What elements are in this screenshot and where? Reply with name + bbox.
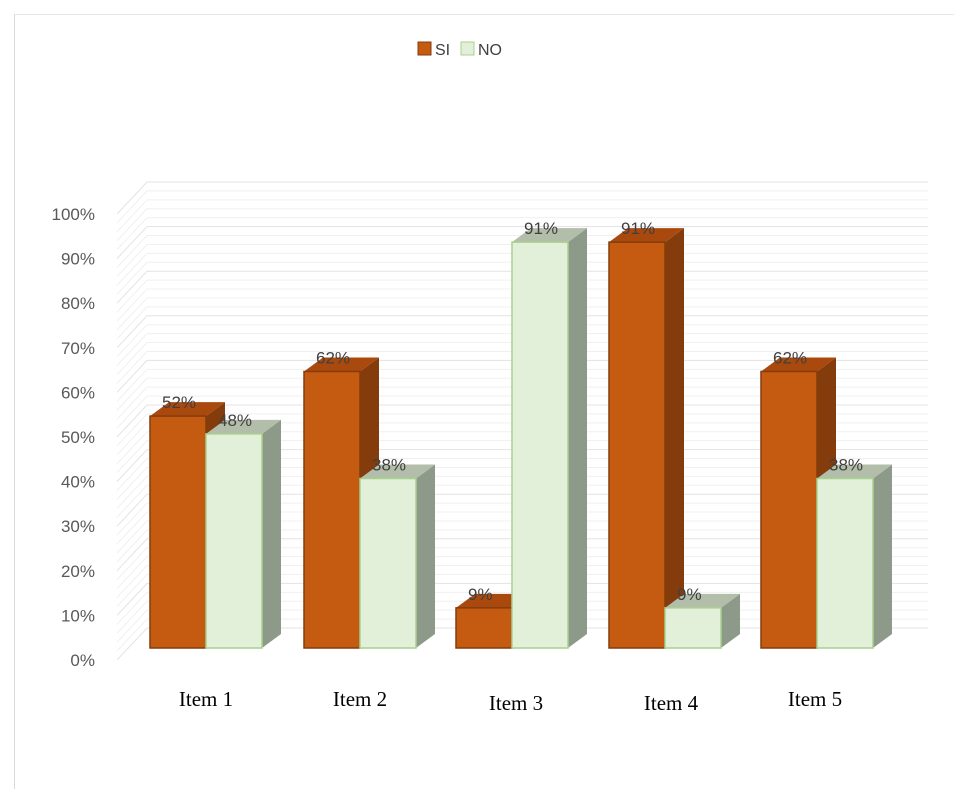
data-label: 38% — [829, 456, 863, 475]
bar-top — [609, 228, 684, 243]
y-axis: 0% 10% 20% 30% 40% 50% 60% 70% 80% 90% 100% — [52, 205, 95, 670]
legend-swatch-no — [460, 41, 475, 56]
data-label: 62% — [773, 348, 807, 367]
data-label: 38% — [372, 456, 406, 475]
data-label: 91% — [621, 219, 655, 238]
data-label: 48% — [218, 411, 252, 430]
gridline — [116, 217, 928, 251]
y-tick-label: 90% — [61, 250, 95, 269]
y-tick-label: 60% — [61, 383, 95, 402]
bar-no-1 — [205, 419, 281, 649]
y-tick-label: 40% — [61, 473, 95, 492]
bar-front — [816, 477, 874, 649]
bar-front — [149, 415, 207, 649]
bar-front — [664, 607, 722, 649]
bars — [149, 228, 892, 649]
bar-top — [817, 464, 892, 479]
bar-side — [416, 464, 435, 648]
bar-top — [665, 593, 740, 608]
chart-frame — [14, 14, 954, 789]
bar-front — [608, 241, 666, 649]
x-tick-label: Item 3 — [489, 691, 543, 715]
gridline — [116, 208, 928, 242]
data-label: 62% — [316, 348, 350, 367]
data-label: 9% — [677, 585, 702, 604]
bar-side — [721, 593, 740, 648]
bar-top — [360, 464, 435, 479]
bar-no-4 — [664, 593, 740, 649]
bar-front — [205, 433, 263, 649]
bar-si-4 — [608, 228, 684, 649]
bar-front — [303, 370, 361, 649]
y-tick-label: 20% — [61, 562, 95, 581]
gridline — [116, 181, 928, 215]
x-tick-label: Item 5 — [788, 687, 842, 711]
y-tick-label: 80% — [61, 294, 95, 313]
y-tick-label: 10% — [61, 606, 95, 625]
legend-label-no: NO — [478, 42, 502, 59]
data-labels: 52% 48% 62% 38% 9% 91% 91% 9% 62% 38% — [162, 219, 863, 604]
bar-no-2 — [359, 464, 435, 649]
data-label: 91% — [524, 219, 558, 238]
bar-top — [761, 357, 836, 372]
bar-front — [760, 370, 818, 649]
y-tick-label: 100% — [52, 205, 95, 224]
legend-label-si: SI — [435, 42, 450, 59]
y-tick-label: 50% — [61, 428, 95, 447]
bar-no-5 — [816, 464, 892, 649]
x-axis: Item 1 Item 2 Item 3 Item 4 Item 5 — [179, 687, 842, 715]
bar-no-3 — [511, 228, 587, 649]
x-tick-label: Item 1 — [179, 687, 233, 711]
bar-front — [359, 477, 417, 649]
bar-front — [511, 241, 569, 649]
bar-side — [873, 464, 892, 648]
x-tick-label: Item 2 — [333, 687, 387, 711]
bar-side — [262, 419, 281, 648]
bar-top — [206, 419, 281, 434]
y-tick-label: 70% — [61, 339, 95, 358]
x-tick-label: Item 4 — [644, 691, 699, 715]
legend-swatch-si — [417, 41, 432, 56]
bar-side — [568, 228, 587, 648]
gridline — [116, 199, 928, 233]
legend: SI NO — [417, 41, 502, 59]
bar-top — [150, 402, 225, 417]
bar-top — [512, 228, 587, 243]
bar-front — [455, 607, 513, 649]
bar-top — [304, 357, 379, 372]
y-tick-label: 30% — [61, 517, 95, 536]
bar-side — [665, 228, 684, 648]
data-label: 9% — [468, 585, 493, 604]
gridline — [116, 190, 928, 224]
data-label: 52% — [162, 393, 196, 412]
gridline — [116, 226, 928, 259]
y-tick-label: 0% — [70, 651, 95, 670]
